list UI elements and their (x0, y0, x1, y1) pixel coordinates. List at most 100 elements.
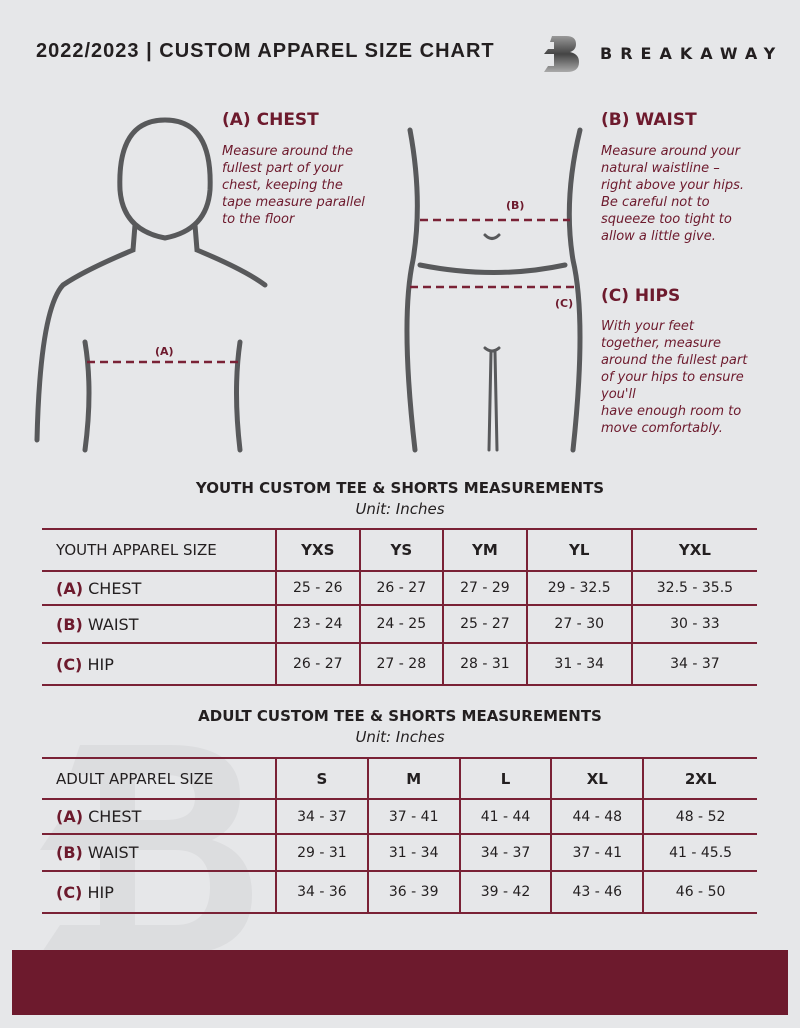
text-line: allow a little give. (601, 229, 716, 244)
brand-name: BREAKAWAY (600, 44, 784, 63)
cell: 39 - 42 (458, 870, 552, 914)
cell: 46 - 50 (642, 870, 757, 914)
cell: 26 - 27 (275, 642, 360, 686)
cell: 48 - 52 (642, 798, 757, 835)
youth-size-table: YOUTH APPAREL SIZE YXS YS YM YL YXL (A) CHES… (42, 528, 757, 686)
text-line: fullest part of your (222, 161, 343, 176)
table-row: (A) CHEST 25 - 26 26 - 27 27 - 29 29 - 32.5 3… (42, 570, 757, 606)
table-row: (B) WAIST 29 - 31 31 - 34 34 - 37 37 - 41 41 … (42, 833, 757, 872)
size-header: YM (442, 528, 527, 572)
size-header: M (366, 757, 460, 800)
footer-bar (12, 950, 788, 1015)
text-line: move comfortably. (601, 421, 723, 436)
cell: 31 - 34 (525, 642, 632, 686)
text-line: you'll (601, 387, 636, 402)
cell: 24 - 25 (358, 604, 444, 644)
text-line: right above your hips. (601, 178, 745, 193)
row-code: (C) (56, 882, 83, 902)
row-label: (B) WAIST (42, 833, 276, 872)
cell: 26 - 27 (358, 570, 444, 606)
cell: 27 - 30 (525, 604, 632, 644)
cell: 37 - 41 (550, 833, 644, 872)
breakaway-logo-icon (544, 36, 579, 72)
row-label: (B) WAIST (42, 604, 276, 644)
waist-marker: (B) (506, 199, 525, 212)
adult-table-title: ADULT CUSTOM TEE & SHORTS MEASUREMENTS (198, 707, 602, 725)
text-line: together, measure (601, 336, 722, 351)
cell: 36 - 39 (366, 870, 460, 914)
cell: 32.5 - 35.5 (630, 570, 757, 606)
text-line: Measure around the (222, 144, 354, 159)
cell: 44 - 48 (550, 798, 644, 835)
text-line: Be careful not to (601, 195, 710, 210)
cell: 27 - 28 (358, 642, 444, 686)
cell: 27 - 29 (442, 570, 527, 606)
text-line: of your hips to ensure (601, 370, 744, 385)
row-name: HIP (87, 882, 114, 902)
hips-instructions: With your feet together, measure around th… (601, 318, 747, 437)
hips-marker: (C) (555, 297, 574, 310)
table-row: (A) CHEST 34 - 37 37 - 41 41 - 44 44 - 48 48 … (42, 798, 757, 835)
text-line: to the floor (222, 212, 295, 227)
row-label: (C) HIP (42, 642, 276, 686)
waist-heading: (B) WAIST (601, 110, 697, 130)
cell: 31 - 34 (366, 833, 460, 872)
chest-marker: (A) (155, 345, 174, 358)
adult-unit: Unit: Inches (355, 728, 445, 746)
table-header-row: ADULT APPAREL SIZE S M L XL 2XL (42, 757, 757, 800)
table-header-row: YOUTH APPAREL SIZE YXS YS YM YL YXL (42, 528, 757, 572)
table-row: (C) HIP 26 - 27 27 - 28 28 - 31 31 - 34 34 - … (42, 642, 757, 686)
cell: 34 - 36 (275, 870, 368, 914)
size-header: YL (525, 528, 632, 572)
cell: 30 - 33 (630, 604, 757, 644)
youth-table-title: YOUTH CUSTOM TEE & SHORTS MEASUREMENTS (195, 479, 605, 497)
text-line: tape measure parallel (222, 195, 365, 210)
cell: 34 - 37 (275, 798, 368, 835)
cell: 41 - 44 (458, 798, 552, 835)
cell: 29 - 31 (275, 833, 368, 872)
size-header: YS (358, 528, 444, 572)
row-code: (B) (56, 843, 83, 862)
row-code: (A) (56, 807, 84, 826)
upper-body-illustration (34, 117, 268, 453)
row-name: WAIST (87, 614, 139, 634)
adult-size-table: ADULT APPAREL SIZE S M L XL 2XL (A) CHEST 34 … (42, 757, 757, 914)
table-row: (C) HIP 34 - 36 36 - 39 39 - 42 43 - 46 46 - … (42, 870, 757, 914)
row-name: WAIST (87, 843, 139, 862)
cell: 28 - 31 (442, 642, 527, 686)
cell: 43 - 46 (550, 870, 644, 914)
cell: 29 - 32.5 (525, 570, 632, 606)
row-name: HIP (87, 654, 114, 674)
size-header: YXL (630, 528, 757, 572)
cell: 25 - 27 (442, 604, 527, 644)
cell: 41 - 45.5 (642, 833, 757, 872)
hips-heading: (C) HIPS (601, 286, 681, 306)
table-row: (B) WAIST 23 - 24 24 - 25 25 - 27 27 - 30 30 … (42, 604, 757, 644)
cell: 34 - 37 (458, 833, 552, 872)
size-header: YXS (275, 528, 360, 572)
youth-unit: Unit: Inches (355, 500, 445, 518)
text-line: squeeze too tight to (601, 212, 732, 227)
chest-instructions: Measure around the fullest part of your ch… (222, 143, 365, 228)
row-code: (B) (56, 614, 83, 634)
text-line: around the fullest part (601, 353, 748, 368)
row-code: (C) (56, 654, 83, 674)
row-label: (A) CHEST (42, 798, 276, 835)
waist-instructions: Measure around your natural waistline – ri… (601, 143, 744, 245)
header-label: YOUTH APPAREL SIZE (42, 528, 276, 572)
text-line: With your feet (601, 319, 694, 334)
text-line: Measure around your (601, 144, 741, 159)
text-line: have enough room to (601, 404, 742, 419)
size-header: L (458, 757, 552, 800)
lower-body-illustration (404, 127, 583, 453)
size-header: S (275, 757, 368, 800)
row-name: CHEST (88, 578, 142, 598)
cell: 25 - 26 (275, 570, 360, 606)
cell: 37 - 41 (366, 798, 460, 835)
text-line: chest, keeping the (222, 178, 343, 193)
size-header: XL (550, 757, 644, 800)
row-label: (C) HIP (42, 870, 276, 914)
cell: 34 - 37 (630, 642, 757, 686)
header-label: ADULT APPAREL SIZE (42, 757, 276, 800)
page-title: 2022/2023 | CUSTOM APPAREL SIZE CHART (36, 40, 495, 62)
